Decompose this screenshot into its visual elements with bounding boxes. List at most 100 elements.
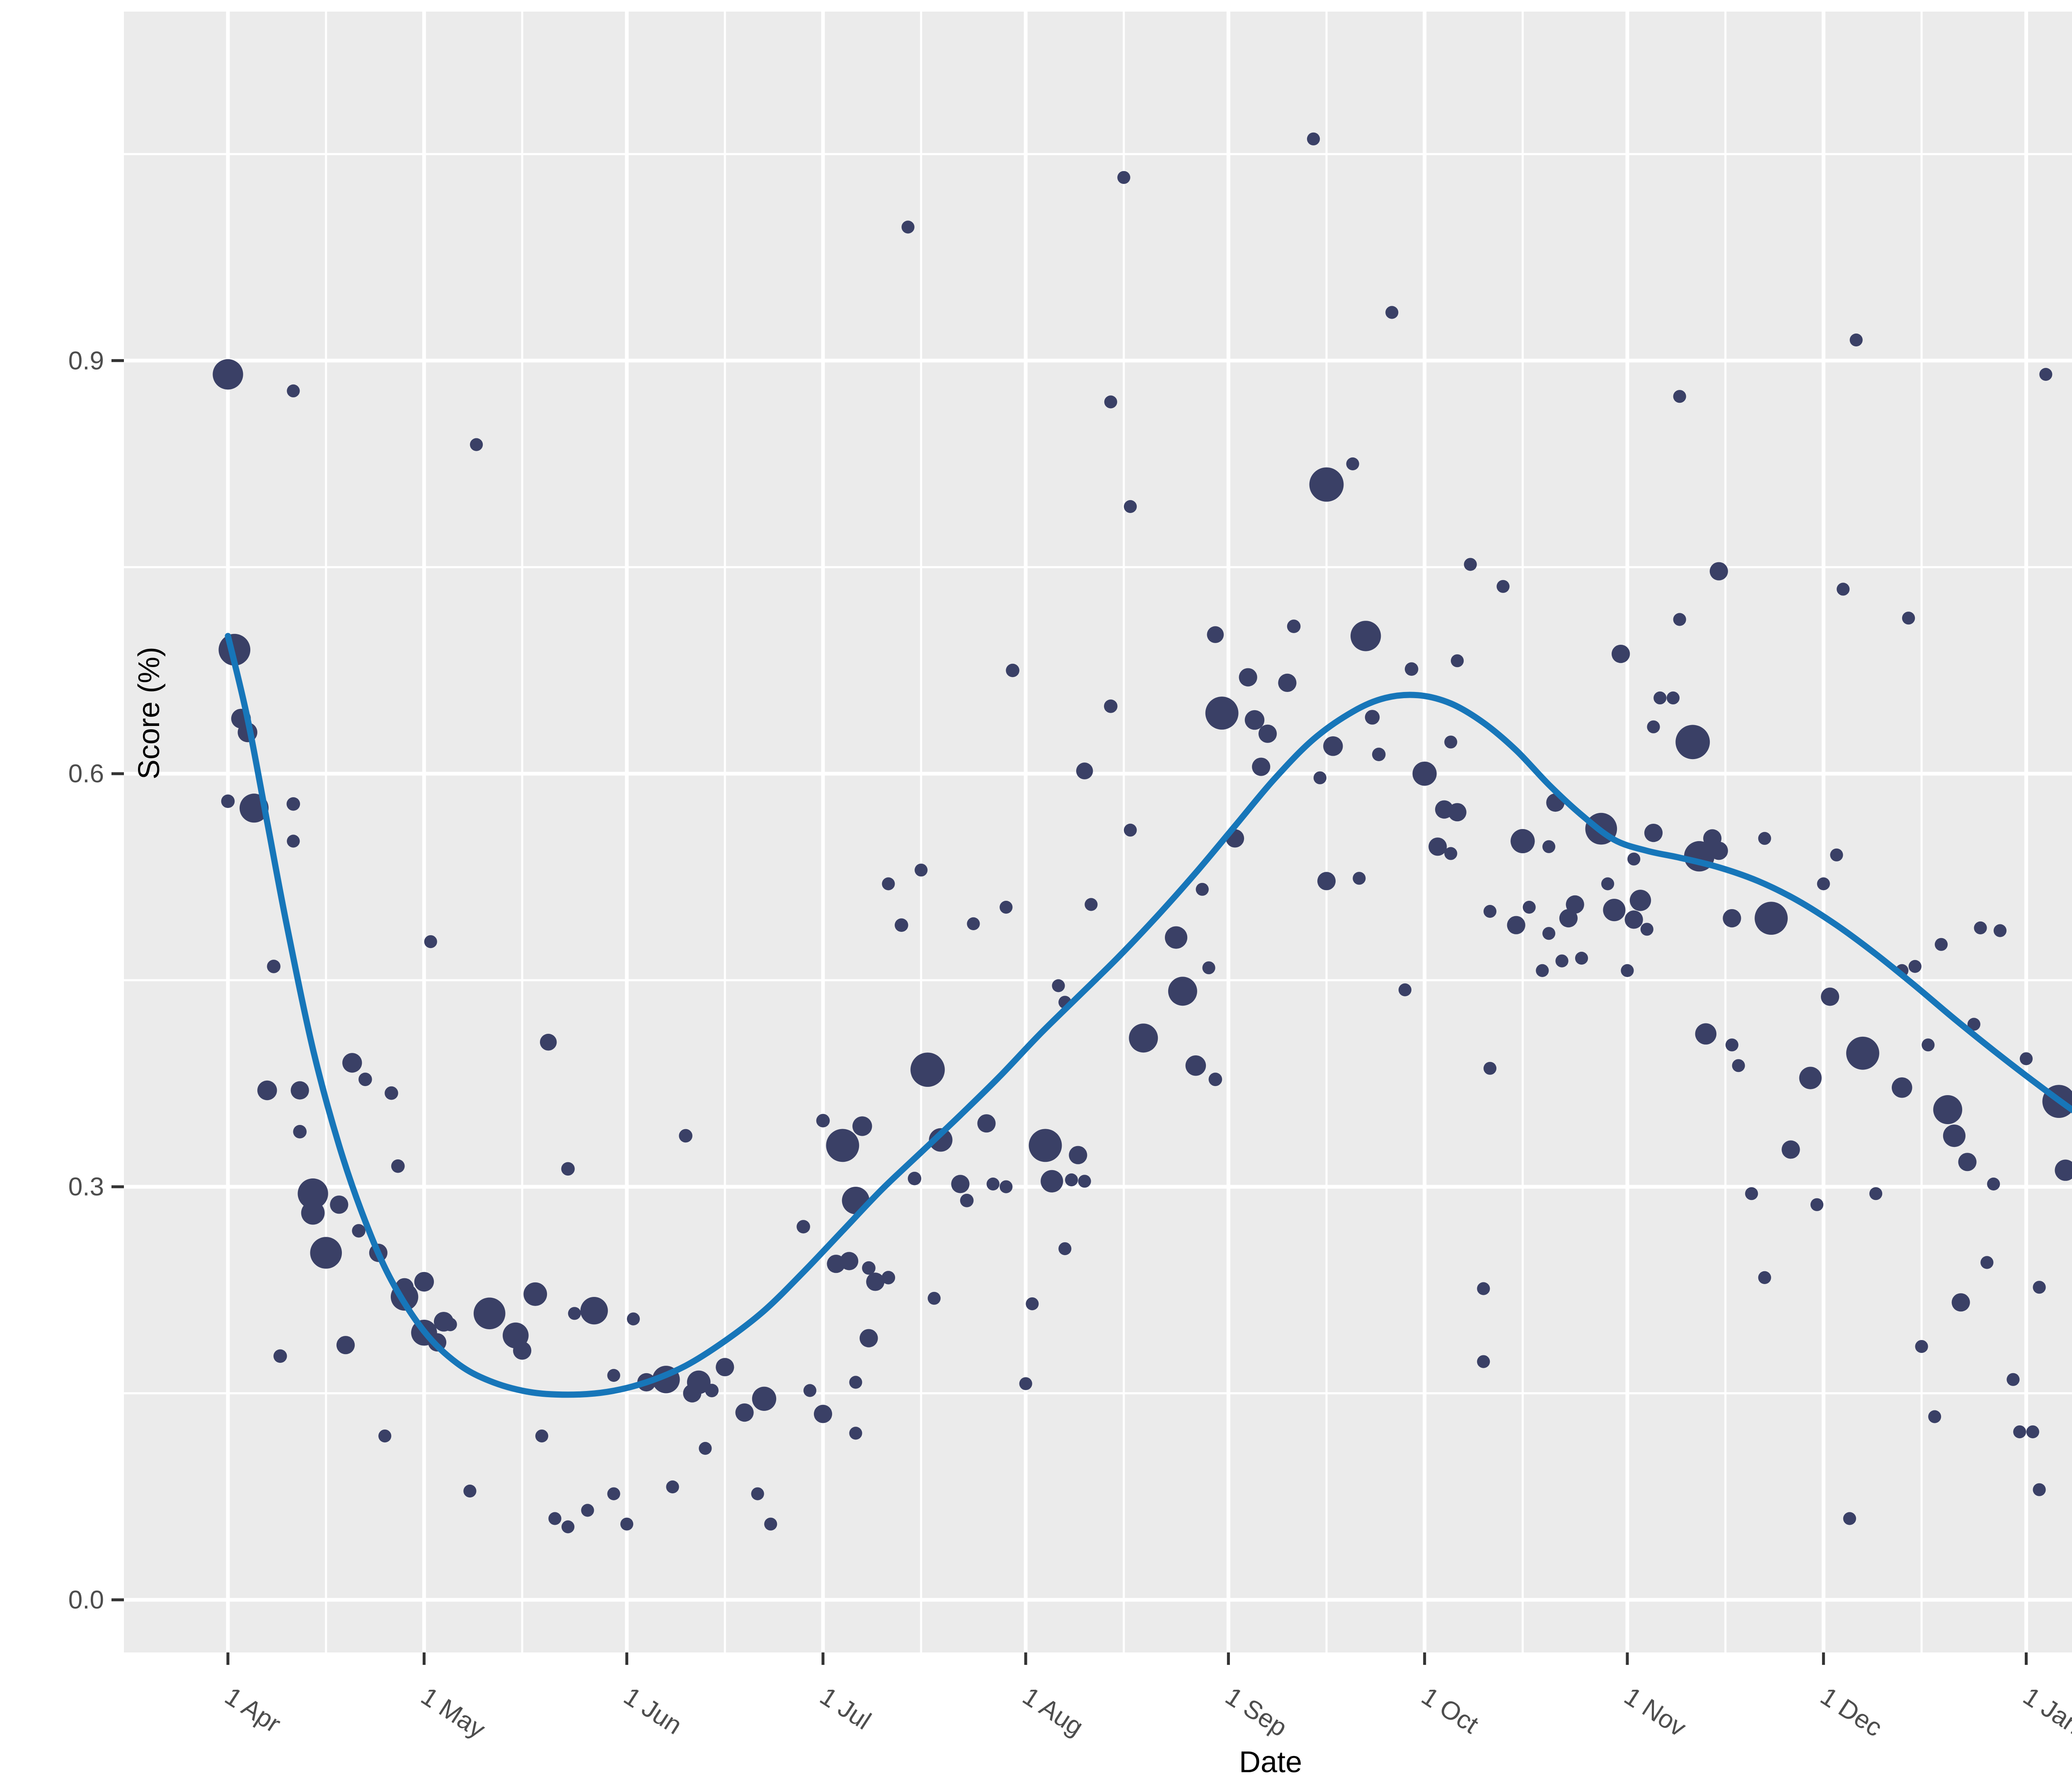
x-tick-label: 1 Nov <box>1619 1682 1691 1742</box>
data-point <box>813 1405 833 1423</box>
data-point <box>287 384 300 398</box>
data-point <box>2039 368 2053 381</box>
data-point <box>301 1201 325 1225</box>
data-point <box>336 1336 355 1355</box>
data-point <box>1026 1297 1039 1311</box>
data-point <box>1451 654 1464 668</box>
data-point <box>1507 916 1525 934</box>
data-point <box>796 1220 810 1234</box>
data-point <box>562 1520 575 1534</box>
data-point <box>901 220 915 234</box>
data-point <box>929 1128 953 1152</box>
gridlines <box>124 12 2072 1652</box>
data-point <box>1892 1077 1912 1098</box>
data-point <box>960 1194 974 1207</box>
data-point <box>895 918 908 932</box>
data-point <box>859 1329 878 1347</box>
data-point <box>267 960 281 973</box>
data-point <box>1922 1038 1935 1052</box>
data-point <box>1084 898 1098 911</box>
data-point <box>1307 132 1320 145</box>
data-point <box>473 1297 506 1330</box>
x-tick-label: 1 Oct <box>1416 1682 1484 1739</box>
data-point <box>2055 1159 2072 1181</box>
data-point <box>443 1318 457 1331</box>
data-point <box>849 1376 862 1389</box>
data-point <box>257 1080 277 1101</box>
data-point <box>1673 613 1686 626</box>
data-point <box>290 1081 309 1100</box>
x-tick-label: 1 Apr <box>220 1682 286 1739</box>
data-point <box>1323 736 1343 756</box>
data-point <box>391 1159 405 1173</box>
data-point <box>1000 900 1013 914</box>
data-point <box>1675 725 1710 760</box>
data-point <box>699 1442 712 1455</box>
data-point <box>286 797 300 811</box>
data-point <box>1575 951 1588 965</box>
y-tick-labels: 0.0 0.3 0.6 0.9 <box>68 346 104 1614</box>
y-tick-label: 0.3 <box>68 1173 104 1201</box>
data-point <box>816 1114 830 1127</box>
data-point <box>1104 395 1117 409</box>
data-point <box>1951 1293 1970 1312</box>
data-point <box>1353 872 1366 885</box>
data-point <box>607 1369 620 1382</box>
data-point <box>1165 926 1188 949</box>
data-point <box>751 1487 764 1500</box>
data-point <box>882 877 895 890</box>
data-point <box>1205 697 1239 730</box>
data-point <box>1943 1125 1965 1147</box>
data-point <box>1542 927 1556 940</box>
data-point <box>1483 1062 1497 1075</box>
data-point <box>1799 1067 1822 1089</box>
data-point <box>580 1297 608 1325</box>
data-point <box>1058 1242 1072 1255</box>
data-point <box>1647 720 1660 733</box>
data-point <box>866 1272 885 1291</box>
data-point <box>840 1252 859 1270</box>
data-point <box>1365 710 1380 725</box>
data-point <box>1477 1355 1490 1368</box>
data-point <box>1621 964 1634 977</box>
data-point <box>1559 909 1578 928</box>
axis-ticks <box>111 359 2028 1665</box>
data-point <box>561 1162 575 1176</box>
data-point <box>1208 1072 1222 1086</box>
data-point <box>705 1384 719 1398</box>
data-point <box>752 1386 777 1411</box>
data-point <box>1810 1198 1824 1211</box>
data-point <box>358 1072 372 1086</box>
data-point <box>1902 612 1915 625</box>
data-point <box>620 1517 634 1531</box>
data-point <box>1309 467 1344 502</box>
data-point <box>1483 905 1497 918</box>
data-point <box>1065 1173 1078 1187</box>
data-point <box>977 1114 996 1133</box>
data-point <box>2019 1052 2033 1065</box>
data-point <box>1709 562 1728 581</box>
data-point <box>1346 457 1359 471</box>
data-point <box>1477 1282 1490 1295</box>
data-point <box>342 1053 362 1073</box>
data-point <box>1124 823 1137 837</box>
data-point <box>1695 1023 1716 1045</box>
data-point <box>1372 747 1386 761</box>
data-point <box>1849 333 1863 347</box>
x-tick-label: 1 Jul <box>815 1682 876 1735</box>
data-point <box>1745 1187 1758 1200</box>
data-point <box>1069 1146 1087 1164</box>
data-point <box>548 1512 562 1525</box>
data-point <box>513 1341 532 1360</box>
data-point <box>273 1349 287 1363</box>
data-point <box>352 1224 366 1238</box>
data-point <box>1078 1175 1091 1188</box>
data-point <box>607 1487 620 1500</box>
data-point <box>1612 645 1630 663</box>
data-point <box>1404 662 1418 676</box>
x-tick-label: 1 Dec <box>1815 1682 1887 1742</box>
data-point <box>298 1178 328 1209</box>
data-point <box>716 1358 734 1376</box>
data-point <box>1933 1095 1963 1124</box>
